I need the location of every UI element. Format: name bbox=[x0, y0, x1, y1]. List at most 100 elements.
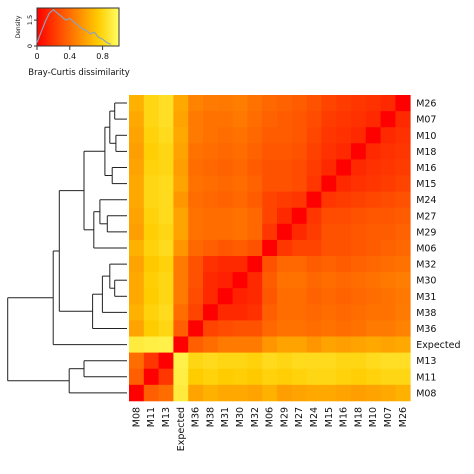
heatmap-cell bbox=[351, 272, 367, 289]
heatmap-cell bbox=[380, 352, 396, 370]
row-label: M36 bbox=[416, 324, 436, 335]
heatmap-cell bbox=[217, 111, 233, 128]
heatmap-cell bbox=[247, 368, 263, 386]
heatmap-cell bbox=[306, 127, 322, 144]
row-label: M11 bbox=[416, 372, 436, 383]
heatmap-cell bbox=[336, 272, 352, 289]
heatmap-cell bbox=[351, 352, 367, 370]
column-label: M24 bbox=[309, 407, 320, 427]
heatmap-cell bbox=[143, 207, 159, 225]
heatmap-cell bbox=[277, 272, 293, 289]
heatmap-cell bbox=[173, 223, 189, 241]
color-key-label: Bray-Curtis dissimilarity bbox=[28, 68, 130, 78]
heatmap-cell bbox=[188, 207, 204, 225]
heatmap-cell bbox=[306, 256, 322, 273]
heatmap-cell bbox=[217, 352, 233, 370]
heatmap-cell bbox=[336, 127, 352, 144]
heatmap-cell bbox=[306, 223, 322, 241]
heatmap-cell bbox=[232, 111, 248, 128]
heatmap-cell bbox=[277, 143, 293, 160]
color-key-tick-label: 0.8 bbox=[96, 52, 109, 61]
row-label: M26 bbox=[416, 99, 436, 110]
heatmap-cell bbox=[291, 127, 307, 144]
heatmap-cell bbox=[336, 223, 352, 241]
heatmap-cell bbox=[336, 191, 352, 209]
heatmap-cell bbox=[306, 320, 322, 337]
heatmap-cell bbox=[321, 320, 337, 337]
heatmap-cell bbox=[291, 288, 307, 305]
heatmap-cell bbox=[380, 175, 396, 192]
heatmap-cell bbox=[143, 111, 159, 128]
heatmap-cell bbox=[173, 256, 189, 273]
heatmap-cell bbox=[262, 320, 278, 337]
column-label: M31 bbox=[220, 407, 231, 427]
heatmap-cell bbox=[291, 175, 307, 192]
heatmap-cell bbox=[291, 368, 307, 386]
heatmap-cell bbox=[321, 95, 337, 112]
heatmap-cell bbox=[321, 191, 337, 209]
density-curve bbox=[36, 8, 112, 45]
heatmap-cell bbox=[188, 272, 204, 289]
heatmap-cell bbox=[203, 95, 219, 112]
heatmap-cell bbox=[188, 288, 204, 305]
heatmap-cell bbox=[158, 352, 174, 370]
heatmap-cell bbox=[380, 207, 396, 225]
heatmap-cell bbox=[365, 320, 381, 337]
heatmap-cell bbox=[395, 191, 411, 209]
heatmap-cell bbox=[262, 127, 278, 144]
heatmap-cell bbox=[203, 223, 219, 241]
heatmap-cell bbox=[173, 111, 189, 128]
heatmap-cell bbox=[365, 175, 381, 192]
heatmap-cell bbox=[247, 95, 263, 112]
heatmap-cell bbox=[291, 95, 307, 112]
heatmap-cell bbox=[203, 127, 219, 144]
column-label: M30 bbox=[235, 407, 246, 427]
heatmap-cell bbox=[203, 159, 219, 176]
heatmap-cell bbox=[277, 239, 293, 257]
heatmap-cell bbox=[395, 368, 411, 386]
heatmap-cell bbox=[365, 95, 381, 112]
heatmap-cell bbox=[277, 368, 293, 386]
row-label: M06 bbox=[416, 244, 436, 255]
row-label: M29 bbox=[416, 227, 436, 238]
heatmap-cell bbox=[321, 272, 337, 289]
heatmap-cell bbox=[217, 127, 233, 144]
heatmap-cell bbox=[188, 111, 204, 128]
heatmap-cell bbox=[380, 256, 396, 273]
heatmap-cell bbox=[203, 111, 219, 128]
heatmap-cell bbox=[203, 272, 219, 289]
heatmap-cell bbox=[203, 320, 219, 337]
heatmap-cell bbox=[365, 239, 381, 257]
heatmap-cell bbox=[277, 304, 293, 321]
heatmap-cell bbox=[247, 159, 263, 176]
heatmap-cell bbox=[395, 143, 411, 160]
heatmap-cell bbox=[247, 288, 263, 305]
heatmap-cell bbox=[262, 111, 278, 128]
heatmap-cell bbox=[188, 95, 204, 112]
heatmap-cell bbox=[129, 159, 145, 176]
heatmap-cell bbox=[395, 223, 411, 241]
column-label: M29 bbox=[279, 407, 290, 427]
heatmap-cell bbox=[291, 272, 307, 289]
heatmap-cell bbox=[321, 175, 337, 192]
heatmap-cell bbox=[173, 304, 189, 321]
heatmap-cell bbox=[291, 384, 307, 402]
heatmap-cell bbox=[277, 207, 293, 225]
heatmap-cell bbox=[277, 336, 293, 353]
heatmap-cell bbox=[351, 320, 367, 337]
heatmap-cell bbox=[336, 320, 352, 337]
heatmap-cell bbox=[217, 272, 233, 289]
heatmap-cell bbox=[321, 207, 337, 225]
heatmap-cell bbox=[380, 143, 396, 160]
heatmap-cell bbox=[232, 272, 248, 289]
heatmap-cell bbox=[173, 175, 189, 192]
heatmap-cell bbox=[143, 239, 159, 257]
heatmap-cell bbox=[143, 191, 159, 209]
heatmap-cell bbox=[306, 288, 322, 305]
heatmap-cell bbox=[321, 368, 337, 386]
heatmap-cell bbox=[188, 384, 204, 402]
heatmap-cell bbox=[291, 159, 307, 176]
heatmap-cell bbox=[351, 111, 367, 128]
heatmap-cell bbox=[232, 336, 248, 353]
heatmap-cell bbox=[321, 304, 337, 321]
